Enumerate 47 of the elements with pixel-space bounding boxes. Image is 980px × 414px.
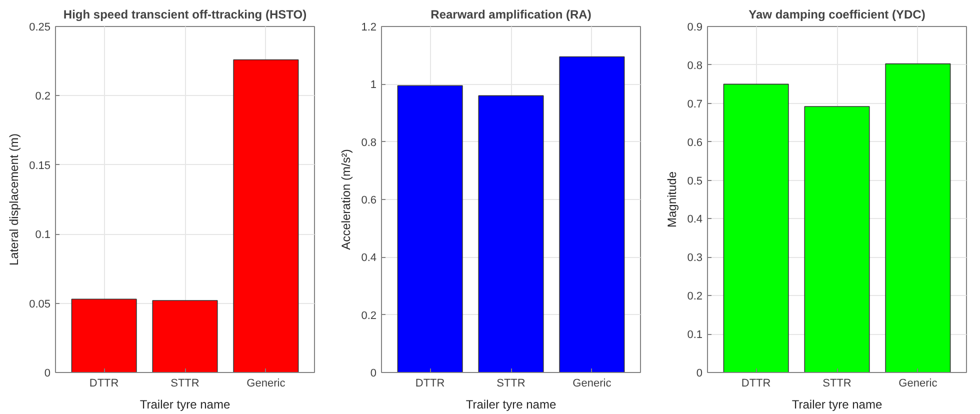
y-tick-label: 0.05: [29, 298, 51, 310]
bar: [71, 298, 137, 372]
x-tick-label: Generic: [898, 378, 938, 390]
y-tick-label: 0.6: [687, 136, 703, 149]
x-tick-label: Generic: [572, 378, 612, 390]
y-tick-label: 0.8: [687, 60, 703, 72]
y-tick-label: 1.2: [361, 22, 377, 34]
y-tick-label: 0.2: [361, 310, 377, 322]
y-tick-label: 0.6: [361, 194, 377, 206]
x-axis-title: Trailer tyre name: [792, 398, 882, 412]
y-tick-label: 0.25: [29, 22, 51, 34]
bar: [233, 59, 299, 372]
x-tick-label: STTR: [496, 378, 526, 390]
y-tick-label: 0.4: [687, 214, 703, 226]
bar: [152, 300, 218, 372]
x-tick-label: DTTR: [741, 378, 771, 390]
y-tick-label: 0.7: [687, 98, 703, 110]
chart-title: Yaw damping coefficient (YDC): [748, 8, 926, 22]
chart-title: Rearward amplification (RA): [430, 8, 592, 22]
y-tick-label: 0.15: [29, 160, 51, 172]
x-tick-label: DTTR: [415, 378, 445, 390]
bar: [397, 85, 463, 372]
x-axis-title: Trailer tyre name: [140, 398, 230, 412]
y-tick-label: 1: [370, 79, 377, 92]
x-tick-label: DTTR: [89, 378, 119, 390]
bar: [478, 95, 544, 372]
y-tick-label: 0.1: [687, 329, 703, 342]
x-axis-title: Trailer tyre name: [466, 398, 556, 412]
y-tick-label: 0: [696, 368, 703, 380]
y-tick-label: 0.8: [361, 136, 377, 149]
y-tick-label: 0.2: [687, 290, 703, 303]
chart-title: High speed transcient off-ttracking (HSTO): [63, 8, 307, 22]
y-tick-label: 0.3: [687, 252, 703, 264]
y-tick-label: 0.9: [687, 22, 703, 34]
x-tick-label: Generic: [246, 378, 286, 390]
bar: [559, 56, 625, 372]
y-tick-label: 0.5: [687, 175, 703, 188]
y-tick-label: 0.2: [35, 90, 51, 103]
y-tick-label: 0: [44, 368, 51, 380]
x-tick-label: STTR: [170, 378, 200, 390]
y-axis-title: Acceleration (m/s²): [339, 149, 354, 250]
y-tick-label: 0: [370, 368, 377, 380]
y-axis-title: Magnitude: [665, 171, 680, 228]
y-tick-label: 0.4: [361, 252, 377, 264]
x-tick-label: STTR: [822, 378, 852, 390]
y-tick-label: 0.1: [35, 229, 51, 242]
y-axis-title: Lateral displacement (m): [7, 133, 22, 266]
